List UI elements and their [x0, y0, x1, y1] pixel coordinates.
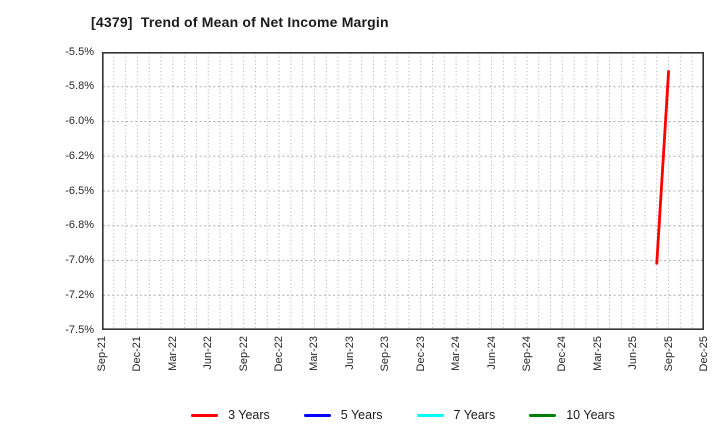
legend-item-7-years: 7 Years — [416, 408, 496, 422]
legend-line-swatch-3-years — [191, 413, 219, 417]
y-axis-tick-label: -5.5% — [65, 45, 94, 58]
x-axis-tick-label: Sep-22 — [237, 336, 250, 372]
x-axis-tick-label: Dec-24 — [556, 336, 569, 372]
y-axis-tick-label: -7.2% — [65, 288, 94, 301]
x-axis-tick-label: Jun-25 — [627, 336, 640, 370]
legend-label-5-years: 5 Years — [340, 408, 383, 422]
legend-label-10-years: 10 Years — [566, 408, 615, 422]
legend-line-swatch-7-years — [416, 413, 444, 417]
x-axis-tick-label: Sep-23 — [379, 336, 392, 372]
legend-item-10-years: 10 Years — [529, 408, 615, 422]
y-axis-tick-label: -7.5% — [65, 323, 94, 336]
legend-line-swatch-5-years — [303, 413, 331, 417]
plot-area — [102, 52, 705, 330]
legend-item-3-years: 3 Years — [191, 408, 270, 422]
legend-label-7-years: 7 Years — [453, 408, 496, 422]
x-axis-tick-label: Jun-22 — [202, 336, 215, 370]
legend-line-swatch-10-years — [529, 413, 557, 417]
plot-frame — [102, 52, 705, 330]
y-axis-tick-label: -6.8% — [65, 219, 94, 232]
y-axis-tick-label: -6.0% — [65, 115, 94, 127]
x-axis-tick-label: Sep-25 — [662, 336, 675, 372]
y-axis-tick-label: -6.5% — [65, 184, 94, 197]
x-axis-tick-label: Dec-25 — [698, 336, 710, 372]
x-axis-tick-label: Dec-23 — [414, 336, 427, 372]
y-axis-tick-label: -5.8% — [65, 80, 94, 93]
x-axis-tick-label: Dec-21 — [131, 336, 144, 372]
x-axis-tick-label: Sep-24 — [520, 336, 533, 372]
x-axis-tick-label: Sep-21 — [96, 336, 108, 372]
legend-label-3-years: 3 Years — [228, 408, 270, 422]
x-axis-tick-label: Mar-23 — [308, 336, 321, 371]
x-axis-tick-label: Mar-24 — [450, 336, 463, 371]
series-line-3-years — [655, 70, 670, 265]
x-axis-tick-label: Jun-23 — [343, 336, 356, 370]
x-axis-tick-label: Mar-25 — [591, 336, 604, 371]
x-axis-tick-label: Dec-22 — [273, 336, 286, 372]
y-axis-tick-label: -7.0% — [65, 254, 94, 266]
x-axis-tick-label: Jun-24 — [485, 336, 498, 370]
x-axis-tick-label: Mar-22 — [166, 336, 179, 371]
y-axis-tick-label: -6.2% — [65, 149, 94, 162]
plot-canvas — [102, 52, 705, 330]
legend: 3 Years 5 Years 7 Years 10 Years — [102, 402, 704, 428]
legend-item-5-years: 5 Years — [303, 408, 383, 422]
chart-title: [4379] Trend of Mean of Net Income Margi… — [91, 14, 389, 30]
